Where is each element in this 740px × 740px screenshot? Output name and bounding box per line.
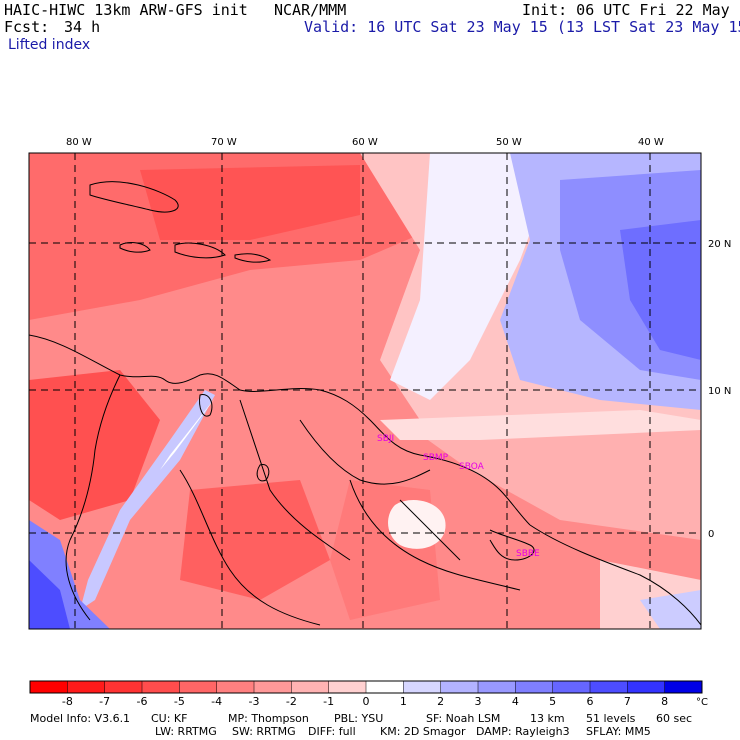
colorbar-swatch [590, 681, 628, 693]
footer-km: KM: 2D Smagor [380, 725, 466, 738]
colorbar-swatch [664, 681, 703, 693]
colorbar-tick-label: -5 [174, 695, 185, 708]
footer-sflay: SFLAY: MM5 [586, 725, 651, 738]
footer-sf: SF: Noah LSM [426, 712, 501, 725]
lat-label-10n: 10 N [708, 386, 731, 397]
forecast-label: Fcst: [4, 18, 50, 36]
colorbar-swatch [216, 681, 255, 693]
colorbar-tick-label: 5 [549, 695, 556, 708]
model-title: HAIC-HIWC 13km ARW-GFS init [4, 1, 248, 19]
colorbar-swatch [328, 681, 367, 693]
colorbar-tick-label: 3 [475, 695, 482, 708]
footer-mp: MP: Thompson [228, 712, 309, 725]
colorbar-unit: °C [696, 697, 708, 708]
lon-label-80w: 80 W [66, 137, 92, 148]
footer-cu: CU: KF [151, 712, 188, 725]
colorbar-tick-label: -1 [323, 695, 334, 708]
lat-labels: 20 N 10 N 0 [708, 239, 731, 540]
colorbar-tick-label: -4 [211, 695, 222, 708]
station-label-sbbe: SBBE [516, 549, 540, 559]
lon-label-40w: 40 W [638, 137, 664, 148]
colorbar [29, 680, 703, 694]
colorbar-swatch [142, 681, 180, 693]
footer-timestep: 60 sec [656, 712, 693, 725]
coastlines [29, 181, 701, 626]
agency-label: NCAR/MMM [274, 1, 347, 19]
colorbar-tick-label: -7 [99, 695, 110, 708]
footer-diff: DIFF: full [308, 725, 356, 738]
colorbar-swatch [30, 681, 68, 693]
footer-levels: 51 levels [586, 712, 636, 725]
colorbar-tick-label: -6 [137, 695, 148, 708]
lon-label-70w: 70 W [211, 137, 237, 148]
colorbar-swatch [478, 681, 516, 693]
colorbar-swatch [104, 681, 143, 693]
footer-pbl: PBL: YSU [334, 712, 384, 725]
colorbar-swatch [403, 681, 442, 693]
footer-model-info: Model Info: V3.6.1 [30, 712, 131, 725]
plot-frame [28, 152, 702, 630]
lon-label-50w: 50 W [496, 137, 522, 148]
station-label-sboa: SBOA [459, 462, 485, 472]
lat-label-0: 0 [708, 529, 714, 540]
colorbar-tick-label: 4 [512, 695, 519, 708]
colorbar-tick-label: 8 [661, 695, 668, 708]
lon-label-60w: 60 W [352, 137, 378, 148]
colorbar-swatch [440, 681, 479, 693]
lon-labels: 80 W 70 W 60 W 50 W 40 W [66, 137, 664, 148]
colorbar-swatch [627, 681, 666, 693]
grid-lines [29, 153, 701, 629]
station-label-sbji: SBJI [377, 434, 394, 444]
footer-lw: LW: RRTMG [155, 725, 217, 738]
station-label-sbmp: SBMP [423, 453, 449, 463]
colorbar-tick-label: -2 [286, 695, 297, 708]
colorbar-tick-label: -8 [62, 695, 73, 708]
colorbar-tick-label: 0 [363, 695, 370, 708]
init-time: Init: 06 UTC Fri 22 May 15 [522, 1, 740, 19]
colorbar-swatch [179, 681, 218, 693]
valid-time: Valid: 16 UTC Sat 23 May 15 (13 LST Sat … [304, 18, 740, 36]
colorbar-tick-label: 6 [587, 695, 594, 708]
colorbar-swatch [67, 681, 106, 693]
field-shading [29, 153, 701, 629]
field-name: Lifted index [8, 37, 91, 53]
colorbar-tick-label: 1 [400, 695, 407, 708]
colorbar-swatch [552, 681, 591, 693]
colorbar-swatch [254, 681, 292, 693]
colorbar-swatch [515, 681, 554, 693]
colorbar-swatch [366, 681, 404, 693]
colorbar-tick-labels: -8 -7 -6 -5 -4 -3 -2 -1 0 1 2 3 4 5 6 7 8 [62, 695, 668, 708]
footer-resolution: 13 km [530, 712, 565, 725]
footer-sw: SW: RRTMG [232, 725, 296, 738]
station-labels: SBJI SBMP SBOA SBBE [377, 434, 540, 559]
forecast-hours: 34 h [64, 18, 101, 36]
footer-damp: DAMP: Rayleigh3 [476, 725, 570, 738]
colorbar-tick-label: 7 [624, 695, 631, 708]
lat-label-20n: 20 N [708, 239, 731, 250]
colorbar-swatch [291, 681, 330, 693]
colorbar-tick-label: 2 [437, 695, 444, 708]
colorbar-tick-label: -3 [249, 695, 260, 708]
